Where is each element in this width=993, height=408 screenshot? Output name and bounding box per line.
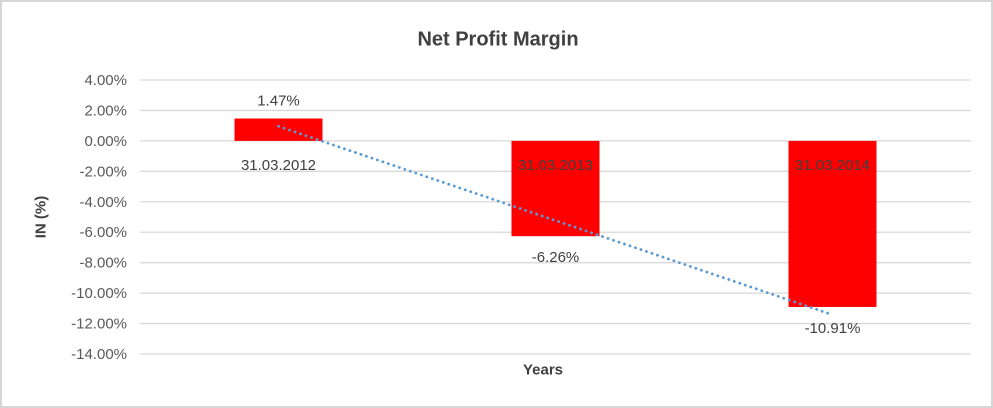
y-axis-title: IN (%) xyxy=(32,195,50,239)
y-tick-label: -8.00% xyxy=(79,255,127,272)
bar-31.03.2012 xyxy=(234,118,323,141)
y-tick-label: 4.00% xyxy=(84,72,127,89)
y-tick-label: -4.00% xyxy=(79,194,127,211)
chart-title: Net Profit Margin xyxy=(417,28,579,51)
y-tick-label: -14.00% xyxy=(71,346,127,363)
data-label: 1.47% xyxy=(257,93,300,110)
data-label: -6.26% xyxy=(532,249,580,266)
x-axis-title: Years xyxy=(522,361,564,379)
category-label: 31.03.2013 xyxy=(518,157,593,174)
trendline xyxy=(277,124,834,317)
category-label: 31.03.2014 xyxy=(795,157,870,174)
y-tick-label: -2.00% xyxy=(79,163,127,180)
bar-31.03.2014 xyxy=(788,140,877,307)
y-tick-label: -6.00% xyxy=(79,224,127,241)
y-tick-label: -10.00% xyxy=(71,285,127,302)
category-label: 31.03.2012 xyxy=(241,157,316,174)
bar-31.03.2013 xyxy=(511,140,600,237)
y-tick-label: 2.00% xyxy=(84,102,127,119)
y-tick-label: -12.00% xyxy=(71,316,127,333)
data-label: -10.91% xyxy=(805,320,861,337)
y-tick-label: 0.00% xyxy=(84,133,127,150)
